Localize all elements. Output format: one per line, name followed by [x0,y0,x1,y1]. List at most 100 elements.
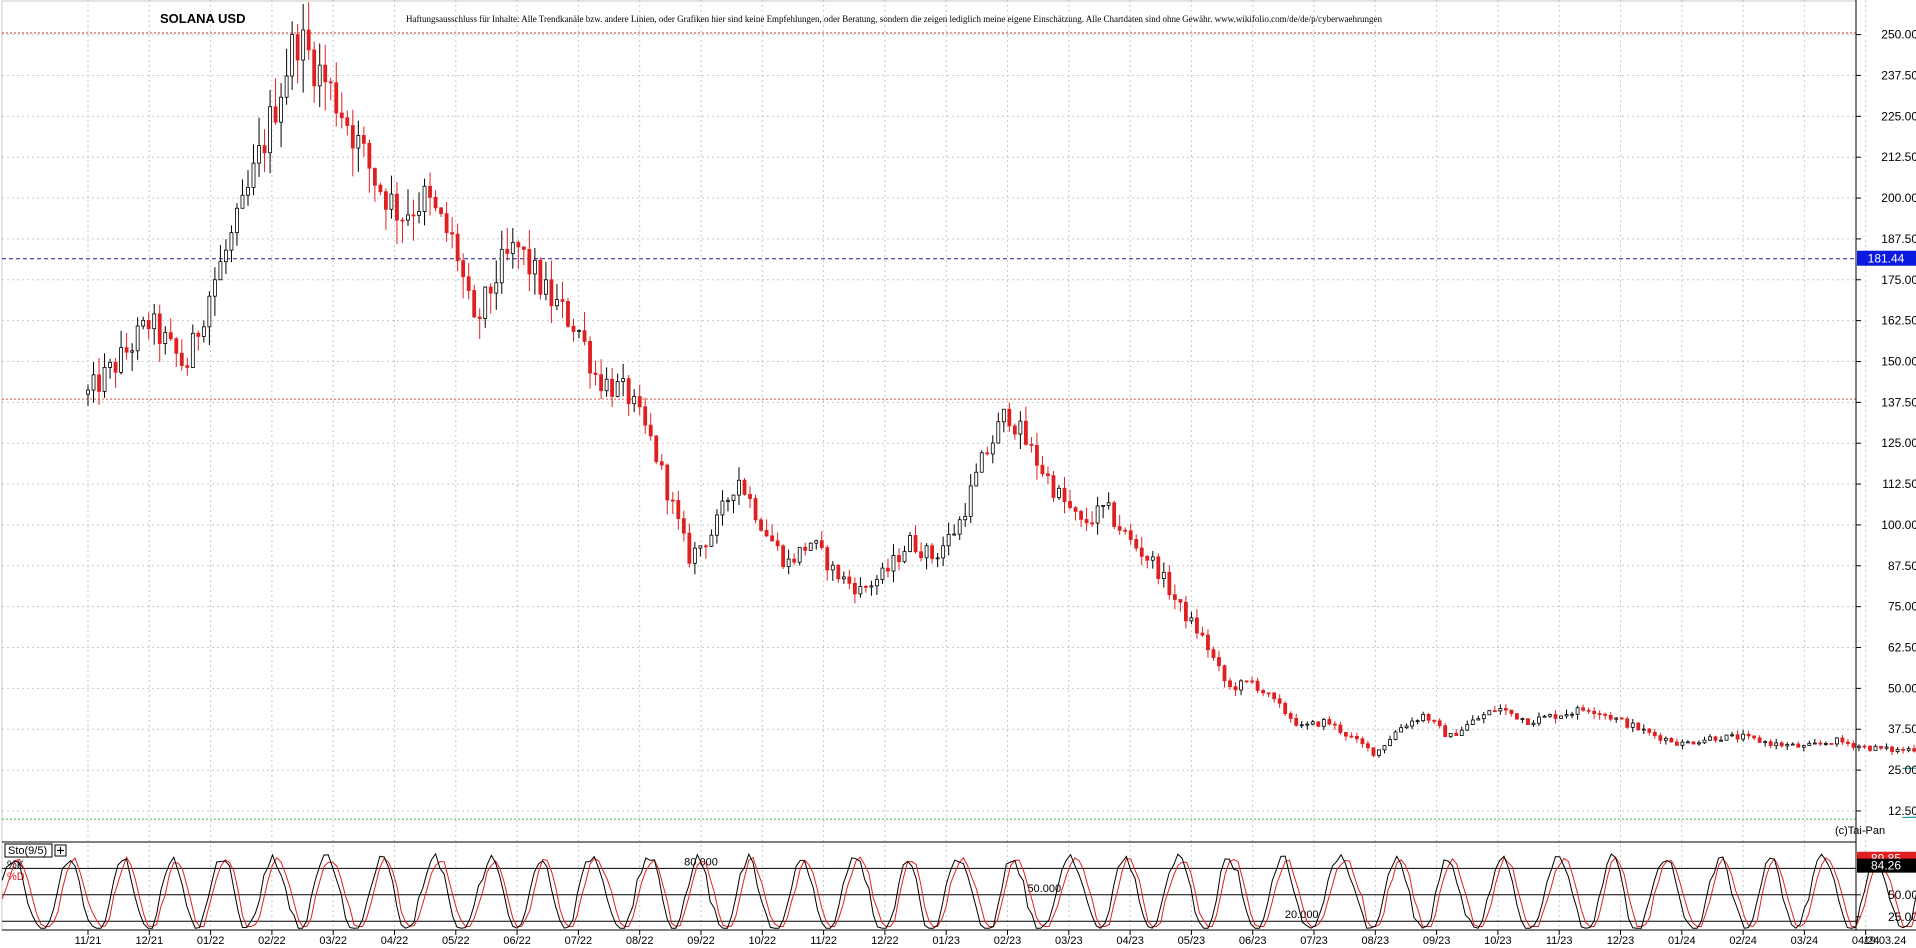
candle-body [1873,745,1878,751]
candle-body [1156,556,1161,580]
candle-body [1647,728,1652,733]
x-tick-label: 11/22 [810,935,837,947]
candle-body [262,145,267,154]
x-tick-label: 12/21 [136,935,164,947]
candle-body [979,452,984,473]
candle-body [814,540,819,544]
x-tick-label: 04/24 [1852,935,1880,947]
candle-body [1906,748,1911,751]
x-tick-label: 01/23 [932,935,960,947]
candle-body [1316,721,1321,727]
candle-body [582,330,587,342]
candle-body [1658,735,1663,741]
candle-body [577,330,581,333]
candle-body [201,326,206,337]
candle-body [1608,714,1613,720]
candle-body [494,282,499,294]
x-tick-label: 12/23 [1607,935,1635,947]
candle-body [102,367,107,392]
candle-body [455,233,460,262]
candle-body [257,145,261,164]
chart-title: SOLANA USD [160,11,245,26]
candle-body [1310,721,1315,725]
candle-body [1007,408,1012,427]
candle-body [1801,745,1806,748]
x-tick-label: 12/22 [871,935,899,947]
y-tick-label: 37.50 [1888,722,1916,736]
candle-body [1823,743,1828,745]
candle-body [1796,743,1801,748]
candle-body [472,290,477,318]
candle-body [1305,723,1310,726]
candle-body [1106,502,1111,506]
candle-body [190,332,195,368]
candle-body [841,576,846,580]
candle-body [1343,732,1348,737]
candle-body [941,545,946,559]
candle-body [930,545,935,559]
candle-body [538,259,543,295]
y-tick-label: 62.50 [1888,641,1916,655]
candle-body [246,187,250,196]
candle-body [599,374,603,392]
candle-body [1421,714,1426,722]
candle-body [1200,632,1205,636]
candle-body [1857,745,1861,748]
candle-body [957,519,962,535]
candle-body [852,582,857,595]
y-tick-label: 100.00 [1881,518,1916,532]
candle-body [643,406,648,426]
candle-body [1360,738,1365,745]
disclaimer-text: Haftungsausschluss für Inhalte: Alle Tre… [406,14,1383,24]
candle-body [1349,735,1354,738]
candle-body [1117,526,1122,531]
candle-body [1057,487,1061,498]
candle-body [681,518,686,534]
candle-body [1652,731,1657,737]
candle-body [439,207,443,215]
candle-body [306,29,311,51]
candle-body [422,185,427,212]
candle-body [488,286,493,294]
candle-body [1327,719,1332,725]
candle-body [1029,443,1034,446]
candle-body [566,300,570,327]
candle-body [830,564,835,571]
candle-body [505,248,510,254]
candle-body [1145,555,1150,561]
candle-body [615,381,620,397]
candle-body [527,248,532,275]
candle-body [499,248,504,284]
candle-body [317,64,322,87]
sto-d-legend: %D [7,871,25,883]
price-axis: 250.00 237.50 225.00 212.50 200.00 187.50 175.… [1855,0,1916,930]
candle-body [1862,745,1867,748]
candle-body [588,341,592,374]
candle-body [1261,689,1266,694]
candle-body [312,49,317,87]
candle-body [284,75,289,98]
candle-body [1046,473,1050,477]
candle-body [1697,742,1701,745]
candle-body [1189,617,1194,622]
x-tick-label: 05/23 [1178,935,1206,947]
candle-body [1150,556,1155,561]
candle-body [1724,734,1729,741]
candle-body [676,500,681,520]
candle-body [1377,749,1381,756]
candle-body [1481,714,1486,720]
candle-body [1001,408,1006,423]
candle-body [1123,529,1128,532]
candle-body [207,295,212,328]
candle-body [1884,746,1889,749]
candle-body [1879,745,1883,749]
y-tick-label: 162.50 [1881,314,1916,328]
candle-body [97,374,101,392]
candle-body [1752,735,1757,739]
candle-body [323,64,328,83]
candle-body [1277,698,1282,704]
candle-body [1388,739,1392,747]
candle-body [1895,748,1900,752]
candle-body [521,246,526,250]
